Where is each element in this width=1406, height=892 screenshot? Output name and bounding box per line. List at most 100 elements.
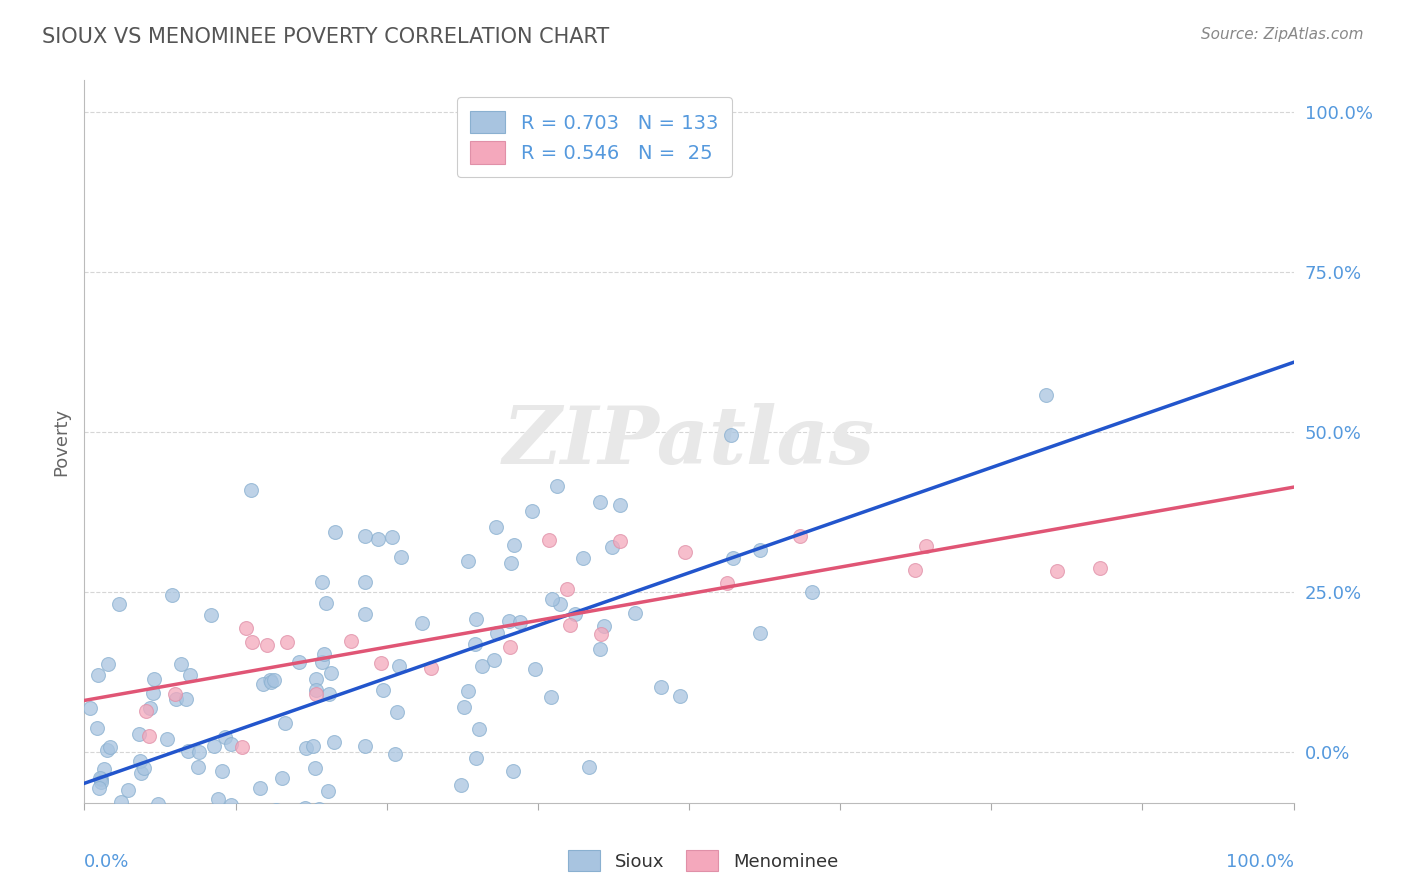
Point: [589, 641, 612, 656]
Point: [239, 483, 262, 498]
Point: [205, 862, 228, 876]
Point: [202, 739, 225, 753]
Point: [547, 479, 569, 493]
Point: [128, 727, 150, 741]
Legend: R = 0.703   N = 133, R = 0.546   N =  25: R = 0.703 N = 133, R = 0.546 N = 25: [457, 97, 733, 178]
Point: [411, 616, 433, 631]
Point: [129, 766, 152, 780]
Point: [673, 545, 696, 559]
Point: [509, 615, 531, 630]
Point: [259, 673, 281, 687]
Point: [174, 692, 197, 706]
Point: [311, 656, 333, 670]
Point: [207, 791, 229, 805]
Point: [93, 816, 115, 830]
Point: [720, 428, 742, 442]
Point: [87, 668, 110, 682]
Point: [485, 626, 508, 640]
Point: [75, 833, 97, 847]
Point: [100, 847, 122, 861]
Point: [129, 754, 152, 768]
Point: [388, 659, 411, 673]
Point: [384, 747, 406, 761]
Point: [354, 529, 377, 543]
Point: [323, 525, 346, 540]
Point: [117, 782, 139, 797]
Point: [90, 772, 112, 787]
Point: [301, 739, 323, 753]
Point: [142, 672, 165, 686]
Point: [179, 667, 201, 681]
Point: [233, 880, 256, 892]
Point: [118, 805, 141, 820]
Point: [464, 751, 486, 765]
Point: [457, 554, 479, 568]
Point: [165, 687, 187, 701]
Point: [319, 665, 342, 680]
Point: [1045, 564, 1067, 578]
Point: [484, 652, 506, 666]
Point: [146, 797, 169, 812]
Point: [316, 783, 339, 797]
Point: [540, 690, 562, 705]
Point: [100, 827, 122, 841]
Y-axis label: Poverty: Poverty: [52, 408, 70, 475]
Point: [572, 550, 595, 565]
Point: [366, 532, 388, 546]
Point: [89, 781, 111, 796]
Point: [370, 656, 392, 670]
Point: [276, 635, 298, 649]
Point: [541, 591, 564, 606]
Point: [263, 673, 285, 687]
Point: [76, 845, 98, 859]
Point: [91, 844, 114, 858]
Point: [274, 716, 297, 731]
Point: [108, 597, 131, 611]
Point: [305, 687, 328, 701]
Point: [142, 686, 165, 700]
Point: [498, 614, 520, 628]
Point: [96, 743, 118, 757]
Point: [464, 637, 486, 651]
Point: [79, 701, 101, 715]
Point: [308, 802, 330, 816]
Point: [415, 822, 437, 837]
Point: [624, 607, 647, 621]
Point: [385, 705, 408, 719]
Point: [304, 761, 326, 775]
Point: [381, 530, 404, 544]
Point: [305, 682, 328, 697]
Point: [1090, 561, 1112, 575]
Point: [162, 822, 184, 836]
Point: [110, 795, 132, 809]
Point: [288, 655, 311, 669]
Point: [311, 574, 333, 589]
Point: [609, 534, 631, 549]
Point: [90, 775, 112, 789]
Point: [548, 597, 571, 611]
Point: [200, 607, 222, 622]
Point: [523, 663, 546, 677]
Point: [600, 541, 623, 555]
Point: [1035, 388, 1057, 402]
Point: [353, 739, 375, 753]
Point: [319, 869, 342, 883]
Point: [538, 533, 561, 547]
Point: [749, 626, 772, 640]
Point: [167, 860, 190, 874]
Point: [389, 550, 412, 565]
Point: [650, 680, 672, 694]
Text: 100.0%: 100.0%: [1226, 854, 1294, 871]
Point: [589, 494, 612, 508]
Point: [721, 551, 744, 566]
Point: [748, 542, 770, 557]
Point: [211, 764, 233, 778]
Point: [156, 732, 179, 747]
Point: [260, 674, 283, 689]
Point: [520, 504, 543, 518]
Point: [669, 690, 692, 704]
Text: SIOUX VS MENOMINEE POVERTY CORRELATION CHART: SIOUX VS MENOMINEE POVERTY CORRELATION C…: [42, 27, 609, 46]
Point: [264, 803, 287, 817]
Point: [214, 730, 236, 744]
Point: [146, 809, 169, 823]
